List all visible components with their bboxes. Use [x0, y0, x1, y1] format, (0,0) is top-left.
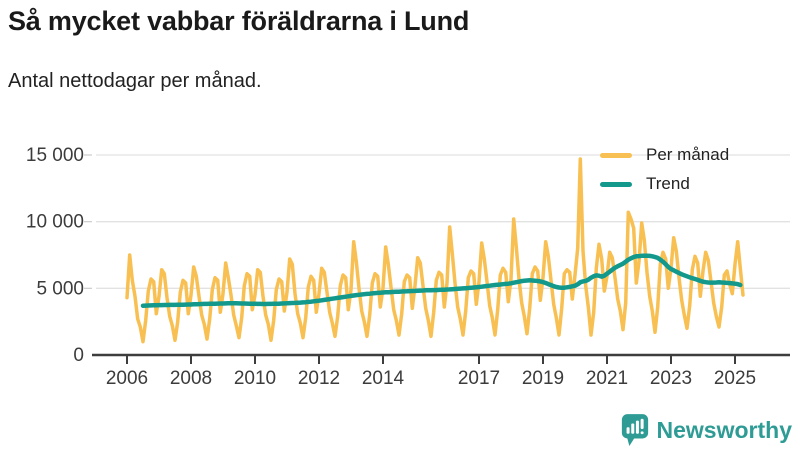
line-chart: 0 5 000 10 000 15 000 2006 2008 2010 2012 2014 20… [26, 145, 790, 389]
newsworthy-logo: Newsworthy [620, 413, 792, 447]
legend-item-per-manad: Per månad [600, 145, 729, 165]
x-tick-label-2025: 2025 [714, 368, 756, 389]
y-tick-label-0: 0 [73, 345, 84, 366]
y-tick-label-10000: 10 000 [26, 212, 84, 233]
y-tick-label-5000: 5 000 [36, 278, 84, 299]
series-line-per-manad [125, 157, 745, 344]
page-title: Så mycket vabbar föräldrarna i Lund [8, 6, 470, 36]
chart-legend: Per månad Trend [600, 145, 729, 203]
chart-subtitle: Antal nettodagar per månad. [8, 70, 262, 92]
x-tick-label-2017: 2017 [458, 368, 500, 389]
newsworthy-wordmark: Newsworthy [656, 416, 792, 443]
legend-label-per-manad: Per månad [646, 145, 730, 164]
x-tick-label-2012: 2012 [298, 368, 340, 389]
x-tick-label-2008: 2008 [170, 368, 212, 389]
x-tick-label-2010: 2010 [234, 368, 276, 389]
x-tick-label-2006: 2006 [106, 368, 148, 389]
newsworthy-bar-chart-icon [621, 414, 648, 446]
series-line-trend [140, 253, 743, 308]
trend-line-swatch [600, 181, 632, 187]
x-tick-label-2014: 2014 [362, 368, 405, 389]
legend-item-trend: Trend [600, 174, 729, 194]
per-manad-line-swatch [600, 152, 632, 158]
x-tick-label-2021: 2021 [586, 368, 628, 389]
x-tick-label-2019: 2019 [522, 368, 564, 389]
x-tick-label-2023: 2023 [650, 368, 692, 389]
legend-label-trend: Trend [646, 174, 690, 193]
y-tick-label-15000: 15 000 [26, 145, 84, 166]
